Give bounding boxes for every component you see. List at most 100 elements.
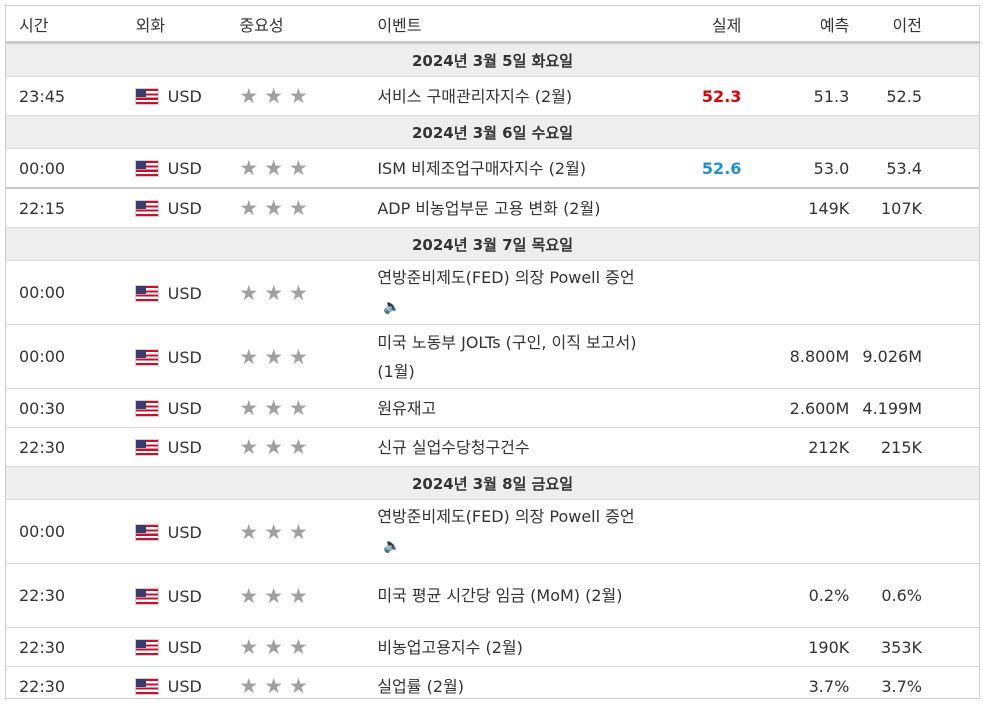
event-name[interactable]: 미국 평균 시간당 임금 (MoM) (2월)	[377, 564, 654, 628]
star-icons: ★★★	[239, 674, 313, 698]
col-header-forecast[interactable]: 예측	[741, 6, 849, 43]
event-forecast: 0.2%	[741, 564, 849, 628]
currency-code: USD	[168, 438, 202, 457]
event-forecast	[741, 261, 849, 325]
event-currency: USD	[136, 188, 240, 228]
day-label: 2024년 3월 6일 수요일	[6, 116, 979, 149]
event-row[interactable]: 22:15 USD ★★★ ADP 비농업부문 고용 변화 (2월) 149K …	[6, 188, 979, 228]
event-time: 22:30	[6, 564, 136, 628]
day-label: 2024년 3월 8일 금요일	[6, 467, 979, 500]
event-name[interactable]: ADP 비농업부문 고용 변화 (2월)	[377, 188, 654, 228]
importance-stars: ★★★	[239, 261, 377, 325]
speaker-icon[interactable]: 🔈	[383, 293, 400, 322]
event-name[interactable]: 비농업고용지수 (2월)	[377, 628, 654, 667]
header-row: 시간 외화 중요성 이벤트 실제 예측 이전	[6, 6, 979, 43]
event-name-text[interactable]: 원유재고	[377, 399, 436, 418]
event-currency: USD	[136, 500, 240, 564]
event-name[interactable]: 원유재고	[377, 389, 654, 428]
event-name-text[interactable]: 신규 실업수당청구건수	[377, 438, 529, 457]
importance-stars: ★★★	[239, 564, 377, 628]
event-forecast: 51.3	[741, 77, 849, 116]
event-row[interactable]: 00:00 USD ★★★ 연방준비제도(FED) 의장 Powell 증언 🔈	[6, 500, 979, 564]
event-name[interactable]: 연방준비제도(FED) 의장 Powell 증언 🔈	[377, 261, 654, 325]
event-forecast: 3.7%	[741, 667, 849, 705]
event-name[interactable]: 서비스 구매관리자지수 (2월)	[377, 77, 654, 116]
col-header-importance[interactable]: 중요성	[239, 6, 377, 43]
event-previous: 107K	[849, 188, 979, 228]
speaker-icon[interactable]: 🔈	[383, 532, 400, 561]
event-actual	[654, 500, 741, 564]
currency-code: USD	[168, 638, 202, 657]
event-name-text[interactable]: 서비스 구매관리자지수 (2월)	[377, 87, 572, 106]
col-header-previous[interactable]: 이전	[849, 6, 979, 43]
event-name-text[interactable]: 미국 평균 시간당 임금 (MoM) (2월)	[377, 586, 622, 605]
star-icons: ★★★	[239, 520, 313, 544]
day-label: 2024년 3월 5일 화요일	[6, 43, 979, 77]
importance-stars: ★★★	[239, 149, 377, 189]
event-row[interactable]: 00:30 USD ★★★ 원유재고 2.600M 4.199M	[6, 389, 979, 428]
event-time: 22:30	[6, 667, 136, 705]
event-time: 00:00	[6, 261, 136, 325]
star-icons: ★★★	[239, 281, 313, 305]
importance-stars: ★★★	[239, 389, 377, 428]
event-actual: 52.6	[654, 149, 741, 189]
event-forecast: 2.600M	[741, 389, 849, 428]
event-name[interactable]: 연방준비제도(FED) 의장 Powell 증언 🔈	[377, 500, 654, 564]
event-row[interactable]: 00:00 USD ★★★ 연방준비제도(FED) 의장 Powell 증언 🔈	[6, 261, 979, 325]
currency-code: USD	[168, 587, 202, 606]
event-row[interactable]: 23:45 USD ★★★ 서비스 구매관리자지수 (2월) 52.3 51.3…	[6, 77, 979, 116]
event-name-text[interactable]: 미국 노동부 JOLTs (구인, 이직 보고서) (1월)	[377, 333, 636, 381]
event-previous: 9.026M	[849, 325, 979, 389]
event-name-text[interactable]: 연방준비제도(FED) 의장 Powell 증언	[377, 268, 634, 287]
event-name-text[interactable]: ADP 비농업부문 고용 변화 (2월)	[377, 199, 600, 218]
calendar-table: 시간 외화 중요성 이벤트 실제 예측 이전 2024년 3월 5일 화요일 2…	[6, 6, 979, 705]
currency-code: USD	[168, 159, 202, 178]
star-icons: ★★★	[239, 196, 313, 220]
event-name[interactable]: ISM 비제조업구매자지수 (2월)	[377, 149, 654, 189]
event-previous: 353K	[849, 628, 979, 667]
us-flag-icon	[136, 286, 158, 301]
us-flag-icon	[136, 589, 158, 604]
event-row[interactable]: 00:00 USD ★★★ 미국 노동부 JOLTs (구인, 이직 보고서) …	[6, 325, 979, 389]
event-actual	[654, 325, 741, 389]
event-name-text[interactable]: ISM 비제조업구매자지수 (2월)	[377, 159, 586, 178]
event-previous: 0.6%	[849, 564, 979, 628]
event-currency: USD	[136, 667, 240, 705]
col-header-time[interactable]: 시간	[6, 6, 136, 43]
event-name[interactable]: 미국 노동부 JOLTs (구인, 이직 보고서) (1월)	[377, 325, 654, 389]
us-flag-icon	[136, 679, 158, 694]
day-header-row: 2024년 3월 7일 목요일	[6, 228, 979, 261]
event-currency: USD	[136, 428, 240, 467]
event-row[interactable]: 22:30 USD ★★★ 실업률 (2월) 3.7% 3.7%	[6, 667, 979, 705]
event-row[interactable]: 22:30 USD ★★★ 미국 평균 시간당 임금 (MoM) (2월) 0.…	[6, 564, 979, 628]
us-flag-icon	[136, 640, 158, 655]
us-flag-icon	[136, 401, 158, 416]
event-forecast: 8.800M	[741, 325, 849, 389]
event-currency: USD	[136, 389, 240, 428]
us-flag-icon	[136, 525, 158, 540]
currency-code: USD	[168, 284, 202, 303]
event-time: 00:00	[6, 500, 136, 564]
event-row[interactable]: 00:00 USD ★★★ ISM 비제조업구매자지수 (2월) 52.6 53…	[6, 149, 979, 189]
event-forecast: 53.0	[741, 149, 849, 189]
event-row[interactable]: 22:30 USD ★★★ 신규 실업수당청구건수 212K 215K	[6, 428, 979, 467]
event-name-text[interactable]: 비농업고용지수 (2월)	[377, 638, 523, 657]
importance-stars: ★★★	[239, 428, 377, 467]
event-time: 00:30	[6, 389, 136, 428]
currency-code: USD	[168, 523, 202, 542]
col-header-actual[interactable]: 실제	[654, 6, 741, 43]
event-forecast	[741, 500, 849, 564]
event-row[interactable]: 22:30 USD ★★★ 비농업고용지수 (2월) 190K 353K	[6, 628, 979, 667]
event-previous: 52.5	[849, 77, 979, 116]
event-name-text[interactable]: 연방준비제도(FED) 의장 Powell 증언	[377, 507, 634, 526]
event-name[interactable]: 신규 실업수당청구건수	[377, 428, 654, 467]
us-flag-icon	[136, 89, 158, 104]
col-header-event[interactable]: 이벤트	[377, 6, 654, 43]
event-name-text[interactable]: 실업률 (2월)	[377, 677, 464, 696]
importance-stars: ★★★	[239, 77, 377, 116]
col-header-currency[interactable]: 외화	[136, 6, 240, 43]
currency-code: USD	[168, 677, 202, 696]
star-icons: ★★★	[239, 345, 313, 369]
event-previous	[849, 261, 979, 325]
event-name[interactable]: 실업률 (2월)	[377, 667, 654, 705]
